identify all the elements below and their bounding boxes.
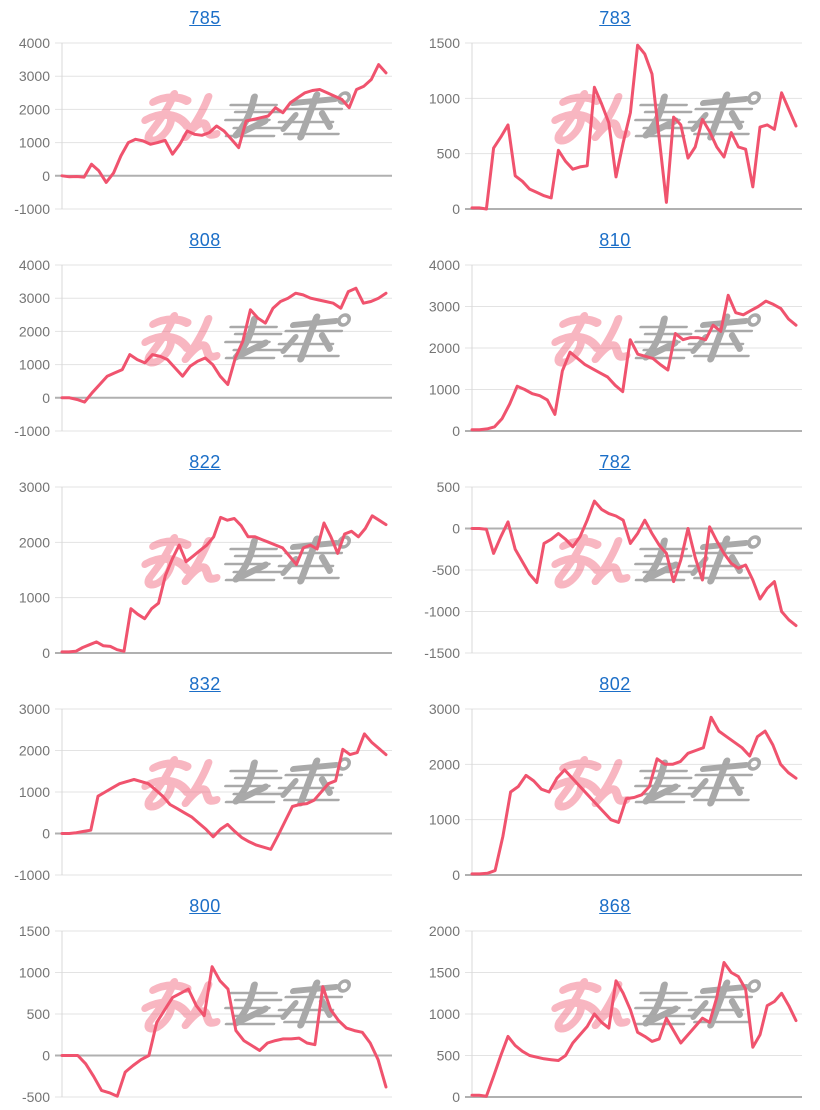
- slump-graph: 4000 3000 2000 1000 0 -1000: [14, 35, 392, 217]
- machine-number-link[interactable]: 810: [599, 230, 631, 250]
- y-axis-label: 0: [452, 1089, 460, 1105]
- machine-number-link[interactable]: 782: [599, 452, 631, 472]
- slump-line: [60, 286, 388, 404]
- y-axis-label: 3000: [19, 290, 50, 306]
- chart-cell: 822 3000 2000 1000 0: [0, 444, 410, 666]
- chart-cell: 832 3000 2000 1000 0 -1000: [0, 666, 410, 888]
- slump-graph: 500 0 -500 -1000 -1500: [424, 479, 802, 661]
- y-axis-label: 0: [42, 1048, 50, 1064]
- y-axis-label: 4000: [19, 35, 50, 51]
- slump-line: [470, 293, 798, 432]
- chart-cell: 808 4000 3000 2000 1000 0 -1000: [0, 222, 410, 444]
- y-axis-label: -1000: [14, 867, 50, 883]
- slump-graph: 4000 3000 2000 1000 0: [429, 257, 802, 439]
- y-axis-label: 1000: [429, 812, 460, 828]
- y-axis-label: 0: [452, 521, 460, 537]
- slump-line: [470, 961, 798, 1098]
- y-axis-label: 1000: [429, 382, 460, 398]
- slump-line: [470, 715, 798, 876]
- slump-graph: 2000 1500 1000 500 0: [429, 923, 802, 1105]
- y-axis-label: -500: [22, 1089, 50, 1105]
- site-watermark: [141, 315, 350, 363]
- y-axis-label: 500: [437, 1048, 461, 1064]
- site-watermark: [141, 93, 350, 141]
- y-axis-label: 0: [42, 168, 50, 184]
- y-axis-label: 0: [42, 826, 50, 842]
- site-watermark: [551, 315, 760, 363]
- y-axis-label: 1000: [19, 784, 50, 800]
- chart-cell: 782 500 0 -500 -1000 -1500: [410, 444, 820, 666]
- y-axis-label: -1000: [14, 423, 50, 439]
- slump-line: [60, 965, 388, 1098]
- y-axis-label: 0: [452, 201, 460, 217]
- y-axis-label: 2000: [429, 340, 460, 356]
- slump-graph: 3000 2000 1000 0: [19, 479, 392, 661]
- y-axis-label: 1000: [429, 1006, 460, 1022]
- chart-cell: 800 1500 1000 500 0 -500: [0, 888, 410, 1110]
- y-axis-label: 0: [452, 423, 460, 439]
- machine-number-link[interactable]: 808: [189, 230, 221, 250]
- slump-graph: 1500 1000 500 0: [429, 35, 802, 217]
- y-axis-label: 1000: [429, 90, 460, 106]
- y-axis-label: -500: [432, 562, 460, 578]
- y-axis-label: 0: [452, 867, 460, 883]
- chart-cell: 783 1500 1000 500 0: [410, 0, 820, 222]
- y-axis-label: 0: [42, 645, 50, 661]
- slump-graph: 4000 3000 2000 1000 0 -1000: [14, 257, 392, 439]
- slump-graph: 3000 2000 1000 0 -1000: [14, 701, 392, 883]
- machine-number-link[interactable]: 783: [599, 8, 631, 28]
- y-axis-label: 3000: [19, 68, 50, 84]
- y-axis-label: 3000: [19, 479, 50, 495]
- y-axis-label: 1500: [429, 35, 460, 51]
- y-axis-label: 3000: [429, 299, 460, 315]
- y-axis-label: 500: [437, 146, 461, 162]
- y-axis-label: 2000: [429, 756, 460, 772]
- site-watermark: [141, 759, 350, 807]
- y-axis-label: 1500: [429, 965, 460, 981]
- machine-number-link[interactable]: 802: [599, 674, 631, 694]
- slump-graph: 1500 1000 500 0 -500: [19, 923, 392, 1105]
- slump-graph: 3000 2000 1000 0: [429, 701, 802, 883]
- machine-number-link[interactable]: 822: [189, 452, 221, 472]
- slump-line: [60, 732, 388, 851]
- y-axis-label: 0: [42, 390, 50, 406]
- slump-line: [60, 63, 388, 184]
- y-axis-label: 3000: [429, 701, 460, 717]
- y-axis-label: -1000: [14, 201, 50, 217]
- y-axis-label: 1500: [19, 923, 50, 939]
- chart-cell: 802 3000 2000 1000 0: [410, 666, 820, 888]
- machine-number-link[interactable]: 800: [189, 896, 221, 916]
- y-axis-label: 2000: [19, 101, 50, 117]
- chart-cell: 868 2000 1500 1000 500 0: [410, 888, 820, 1110]
- y-axis-label: 3000: [19, 701, 50, 717]
- y-axis-label: -1500: [424, 645, 460, 661]
- y-axis-label: 2000: [19, 534, 50, 550]
- chart-cell: 785 4000 3000 2000 1000 0 -1000: [0, 0, 410, 222]
- y-axis-label: 1000: [19, 965, 50, 981]
- slump-line: [470, 43, 798, 211]
- site-watermark: [551, 981, 760, 1029]
- y-axis-label: 4000: [19, 257, 50, 273]
- y-axis-label: 2000: [19, 323, 50, 339]
- y-axis-label: 2000: [429, 923, 460, 939]
- y-axis-label: -1000: [424, 604, 460, 620]
- y-axis-label: 1000: [19, 590, 50, 606]
- y-axis-label: 2000: [19, 743, 50, 759]
- y-axis-label: 500: [27, 1006, 51, 1022]
- slump-line: [470, 499, 798, 628]
- y-axis-label: 500: [437, 479, 461, 495]
- y-axis-label: 1000: [19, 357, 50, 373]
- machine-number-link[interactable]: 868: [599, 896, 631, 916]
- machine-number-link[interactable]: 832: [189, 674, 221, 694]
- y-axis-label: 1000: [19, 135, 50, 151]
- machine-number-link[interactable]: 785: [189, 8, 221, 28]
- y-axis-label: 4000: [429, 257, 460, 273]
- slump-line: [60, 514, 388, 654]
- chart-cell: 810 4000 3000 2000 1000 0: [410, 222, 820, 444]
